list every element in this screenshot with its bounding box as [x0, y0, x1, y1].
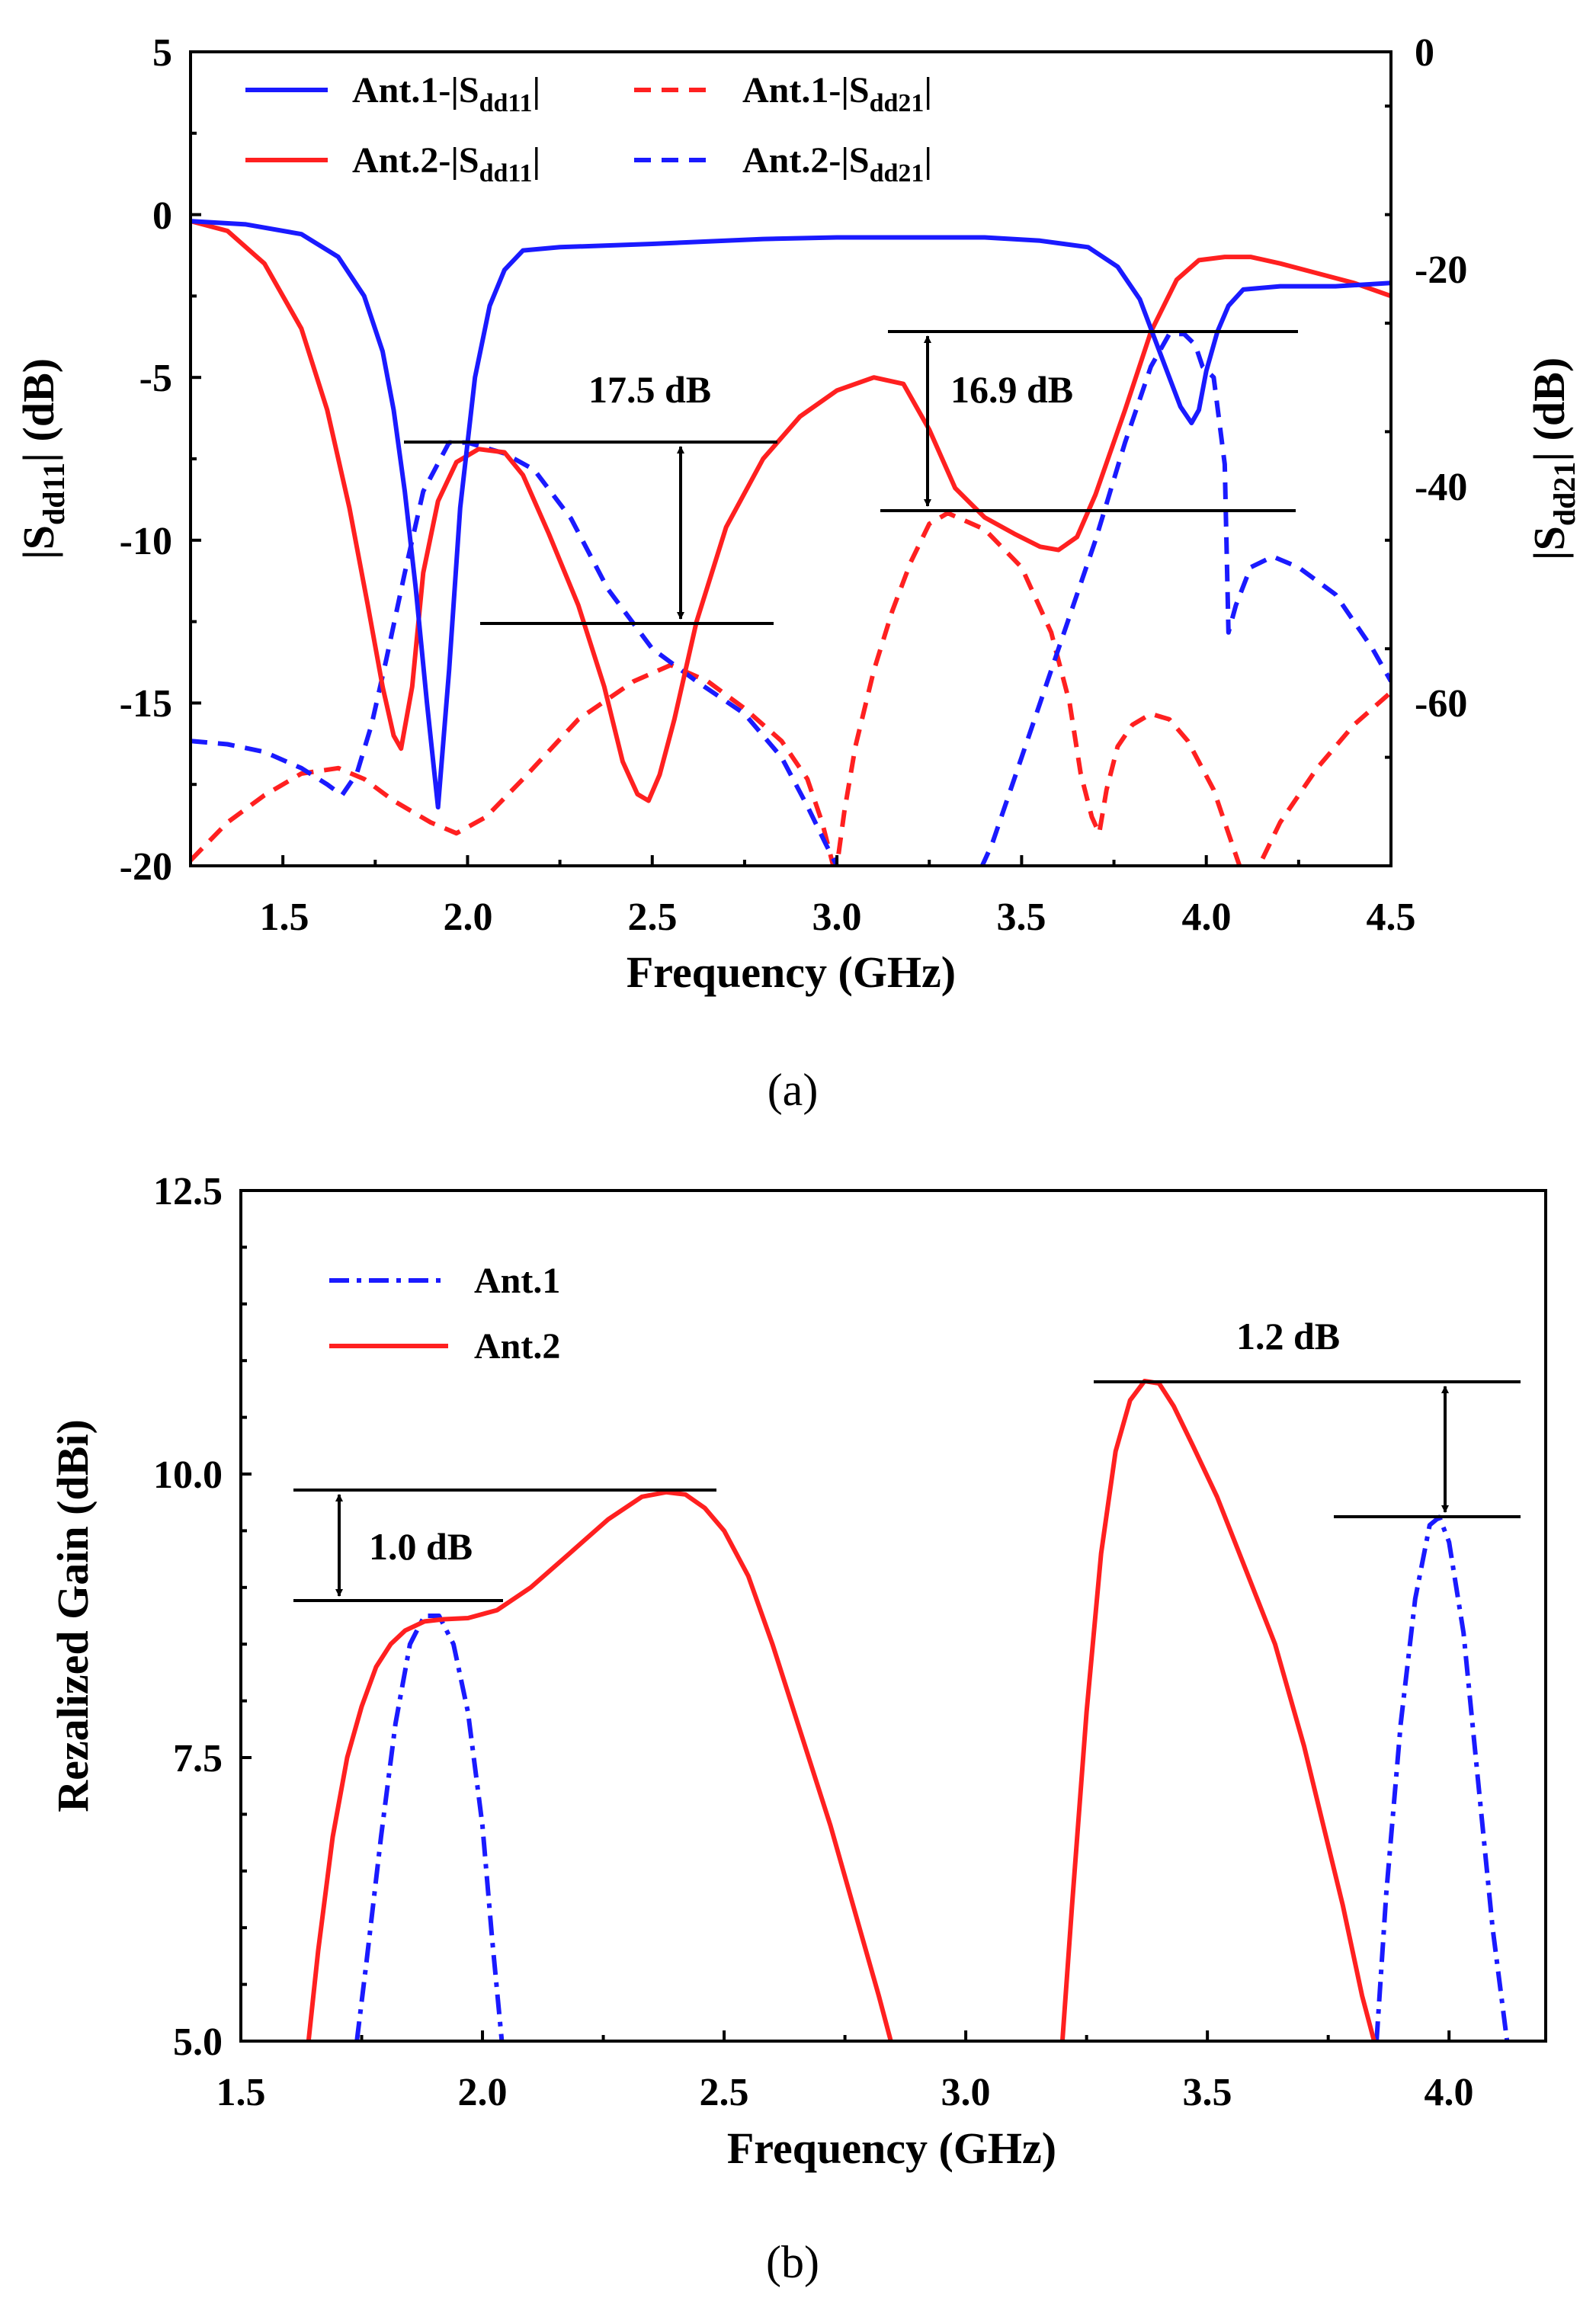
panel-b: 1.5 2.0 2.5 3.0 3.5 4.0 12.5 10.0 7.5 5.…: [48, 1170, 1547, 2287]
series-line-ant-2: [306, 1489, 893, 2040]
caption-b: (b): [766, 2237, 819, 2287]
series-group-a: [192, 219, 1389, 864]
annotation-label: 1.2 dB: [1236, 1315, 1340, 1357]
x-tick-label: 4.0: [1182, 896, 1232, 939]
y2-axis-label-sub: dd21: [1547, 462, 1582, 527]
y2-tick-label: -60: [1415, 682, 1467, 726]
y-axis-label-main: |S: [14, 525, 63, 559]
legend-entry-label: Ant.1-|Sdd11|: [352, 70, 540, 117]
y-axis-label-sub: dd11: [37, 463, 71, 525]
y-tick-label: 10.0: [153, 1453, 223, 1497]
ticks-group-b: [239, 1189, 1451, 2043]
annotation-label: 17.5 dB: [588, 368, 711, 411]
annotation-label: 1.0 dB: [369, 1525, 473, 1568]
series-group-b: [306, 1379, 1510, 2040]
y-axis-label-tail: | (dB): [14, 358, 63, 463]
y2-axis-label-main: |S: [1524, 526, 1574, 560]
x-tick-label: 2.5: [628, 896, 678, 939]
y2-axis-label-tail: | (dB): [1524, 357, 1574, 462]
x-tick-label: 3.5: [997, 896, 1046, 939]
y-tick-label: -5: [139, 357, 172, 400]
y-tick-label: -15: [120, 682, 172, 726]
series-line-ant-1-sdd21-: [192, 511, 1389, 864]
legend-b: Ant.1 Ant.2: [329, 1261, 560, 1367]
y-axis-label: Rezalized Gain (dBi): [48, 1419, 98, 1812]
y2-tick-label: 0: [1415, 31, 1434, 75]
legend-entry-label: Ant.1-|Sdd21|: [742, 70, 932, 117]
x-tick-label: 3.0: [812, 896, 862, 939]
legend-entry-label: Ant.1: [474, 1261, 560, 1301]
x-tick-label: 1.5: [260, 896, 309, 939]
y2-tick-label: -40: [1415, 466, 1467, 509]
y-tick-label: 5.0: [173, 2021, 223, 2064]
y-tick-label: -10: [120, 520, 172, 563]
annotation-label: 16.9 dB: [950, 368, 1073, 411]
y-tick-label: 0: [152, 194, 172, 238]
panel-a: 1.5 2.0 2.5 3.0 3.5 4.0 4.5 5 0 -5 -10 -…: [14, 31, 1582, 1115]
y-axis-label: |Sdd11| (dB): [14, 358, 71, 559]
x-tick-label: 4.0: [1425, 2071, 1474, 2114]
y-tick-label: 5: [152, 31, 172, 75]
series-line-ant-2: [1060, 1379, 1376, 2040]
annotation-17-5: 17.5 dB: [404, 368, 777, 625]
legend-entry-label: Ant.2: [474, 1326, 560, 1367]
x-tick-label: 2.0: [444, 896, 493, 939]
annotation-1-0: 1.0 dB: [293, 1489, 716, 1602]
x-tick-label: 3.0: [941, 2071, 991, 2114]
series-line-ant-2-sdd11-: [192, 219, 1389, 803]
y2-tick-label: -20: [1415, 248, 1467, 292]
series-line-ant-1: [1374, 1514, 1510, 2040]
x-tick-label: 1.5: [216, 2071, 266, 2114]
x-tick-label: 2.0: [458, 2071, 508, 2114]
y-tick-label: -20: [120, 845, 172, 889]
legend-a: Ant.1-|Sdd11| Ant.1-|Sdd21| Ant.2-|Sdd11…: [245, 70, 932, 187]
series-line-ant-1: [354, 1614, 505, 2040]
annotation-16-9: 16.9 dB: [880, 330, 1298, 512]
x-axis-label: Frequency (GHz): [627, 947, 956, 997]
series-line-ant-1-sdd11-: [192, 219, 1389, 810]
plot-frame-b: [239, 1189, 1547, 2043]
annotation-1-2: 1.2 dB: [1094, 1315, 1521, 1518]
y-tick-label: 12.5: [153, 1170, 223, 1213]
caption-a: (a): [768, 1065, 819, 1115]
x-tick-label: 3.5: [1183, 2071, 1232, 2114]
x-tick-label: 2.5: [700, 2071, 749, 2114]
ticks-group-a: [191, 50, 1392, 867]
x-tick-label: 4.5: [1367, 896, 1416, 939]
legend-entry-label: Ant.2-|Sdd11|: [352, 140, 540, 187]
y-tick-label: 7.5: [173, 1737, 223, 1780]
legend-entry-label: Ant.2-|Sdd21|: [742, 140, 932, 187]
x-axis-label: Frequency (GHz): [727, 2123, 1056, 2173]
series-line-ant-2-sdd21-: [192, 332, 1389, 864]
y2-axis-label: |Sdd21| (dB): [1524, 357, 1582, 560]
